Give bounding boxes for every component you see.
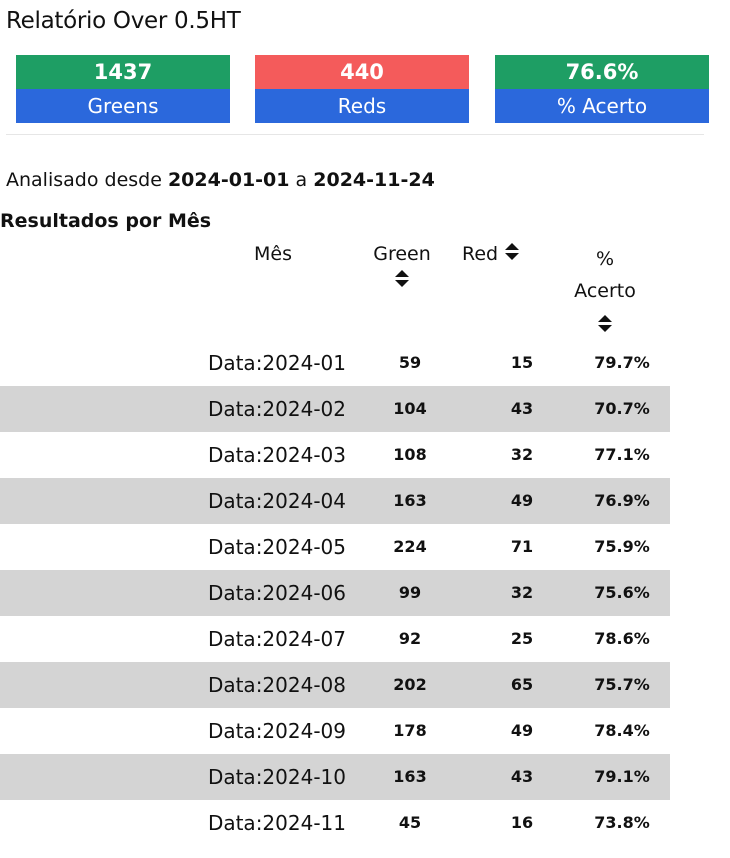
greens-label: Greens: [16, 89, 230, 123]
green-cell: 59: [398, 353, 422, 372]
green-cell: 99: [398, 583, 422, 602]
accuracy-cell: 73.8%: [594, 813, 650, 832]
table-row: Data:2024-10 163 43 79.1%: [0, 754, 670, 800]
accuracy-label: % Acerto: [495, 89, 709, 123]
table-row: Data:2024-11 45 16 73.8%: [0, 800, 670, 846]
accuracy-cell: 75.9%: [594, 537, 650, 556]
table-row: Data:2024-02 104 43 70.7%: [0, 386, 670, 432]
section-title: Resultados por Mês: [0, 210, 212, 232]
column-header-month[interactable]: Mês: [243, 243, 303, 265]
reds-card: 440 Reds: [255, 55, 469, 123]
table-row: Data:2024-05 224 71 75.9%: [0, 524, 670, 570]
period-end-date: 2024-11-24: [313, 169, 435, 191]
green-cell: 178: [393, 721, 427, 740]
accuracy-cell: 77.1%: [594, 445, 650, 464]
page-title: Relatório Over 0.5HT: [6, 8, 241, 34]
red-cell: 15: [510, 353, 534, 372]
accuracy-cell: 75.7%: [594, 675, 650, 694]
red-cell: 32: [510, 445, 534, 464]
green-cell: 92: [398, 629, 422, 648]
period-connector: a: [295, 169, 308, 191]
reds-label: Reds: [255, 89, 469, 123]
red-cell: 49: [510, 721, 534, 740]
sort-updown-icon[interactable]: [597, 314, 613, 334]
column-header-green-label: Green: [373, 243, 431, 265]
green-cell: 163: [393, 491, 427, 510]
table-row: Data:2024-09 178 49 78.4%: [0, 708, 670, 754]
period-prefix: Analisado desde: [6, 169, 162, 191]
table-row: Data:2024-08 202 65 75.7%: [0, 662, 670, 708]
table-row: Data:2024-06 99 32 75.6%: [0, 570, 670, 616]
month-cell: Data:2024-01: [207, 351, 346, 375]
green-cell: 45: [398, 813, 422, 832]
month-cell: Data:2024-04: [207, 489, 346, 513]
table-row: Data:2024-01 59 15 79.7%: [0, 340, 670, 386]
accuracy-cell: 78.6%: [594, 629, 650, 648]
accuracy-value: 76.6%: [495, 55, 709, 89]
sort-updown-icon[interactable]: [394, 269, 410, 289]
table-row: Data:2024-03 108 32 77.1%: [0, 432, 670, 478]
red-cell: 43: [510, 399, 534, 418]
accuracy-cell: 78.4%: [594, 721, 650, 740]
period-start-date: 2024-01-01: [167, 169, 290, 191]
red-cell: 25: [510, 629, 534, 648]
green-cell: 202: [393, 675, 427, 694]
red-cell: 65: [510, 675, 534, 694]
sort-updown-icon[interactable]: [504, 242, 520, 262]
red-cell: 32: [510, 583, 534, 602]
table-row: Data:2024-04 163 49 76.9%: [0, 478, 670, 524]
green-cell: 104: [393, 399, 427, 418]
accuracy-cell: 76.9%: [594, 491, 650, 510]
red-cell: 16: [510, 813, 534, 832]
summary-cards: 1437 Greens 440 Reds 76.6% % Acerto: [16, 55, 709, 123]
green-cell: 108: [393, 445, 427, 464]
greens-card: 1437 Greens: [16, 55, 230, 123]
greens-value: 1437: [16, 55, 230, 89]
month-cell: Data:2024-02: [207, 397, 346, 421]
month-cell: Data:2024-08: [207, 673, 346, 697]
month-cell: Data:2024-03: [207, 443, 346, 467]
table-row: Data:2024-07 92 25 78.6%: [0, 616, 670, 662]
month-cell: Data:2024-09: [207, 719, 346, 743]
month-cell: Data:2024-07: [207, 627, 346, 651]
accuracy-card: 76.6% % Acerto: [495, 55, 709, 123]
column-header-accuracy-line1: %: [595, 248, 615, 270]
green-cell: 163: [393, 767, 427, 786]
month-cell: Data:2024-06: [207, 581, 346, 605]
accuracy-cell: 79.1%: [594, 767, 650, 786]
month-cell: Data:2024-10: [207, 765, 346, 789]
red-cell: 71: [510, 537, 534, 556]
column-header-accuracy[interactable]: % Acerto: [562, 243, 648, 339]
divider: [6, 134, 704, 135]
column-header-accuracy-line2: Acerto: [574, 280, 636, 302]
month-cell: Data:2024-11: [207, 811, 346, 835]
month-cell: Data:2024-05: [207, 535, 346, 559]
accuracy-cell: 75.6%: [594, 583, 650, 602]
analysis-period: Analisado desde 2024-01-01 a 2024-11-24: [6, 169, 435, 191]
green-cell: 224: [393, 537, 427, 556]
column-header-red[interactable]: Red: [462, 242, 542, 265]
red-cell: 49: [510, 491, 534, 510]
accuracy-cell: 70.7%: [594, 399, 650, 418]
accuracy-cell: 79.7%: [594, 353, 650, 372]
results-table-body: Data:2024-01 59 15 79.7% Data:2024-02 10…: [0, 340, 670, 846]
reds-value: 440: [255, 55, 469, 89]
column-header-red-label: Red: [462, 243, 499, 265]
red-cell: 43: [510, 767, 534, 786]
column-header-green[interactable]: Green: [362, 243, 442, 289]
column-header-month-label: Mês: [254, 243, 292, 265]
